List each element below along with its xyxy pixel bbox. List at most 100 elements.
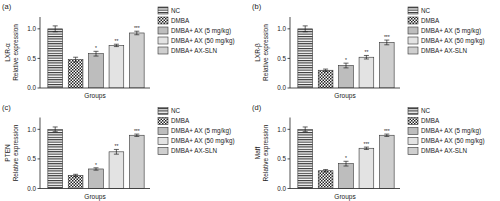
error-bar bbox=[73, 57, 78, 62]
legend-swatch bbox=[158, 128, 168, 135]
error-bar bbox=[344, 63, 349, 68]
bar bbox=[89, 54, 104, 88]
error-bar bbox=[114, 149, 119, 154]
y-tick-label: 0.5 bbox=[277, 55, 286, 62]
x-axis bbox=[40, 188, 150, 189]
bar bbox=[359, 57, 374, 88]
legend-label: NC bbox=[171, 7, 181, 14]
bar bbox=[318, 70, 333, 88]
significance: *** bbox=[134, 25, 140, 31]
panel-title: (a) bbox=[2, 2, 12, 11]
significance: * bbox=[345, 57, 347, 63]
annotations: ****** bbox=[345, 34, 390, 63]
bar bbox=[68, 60, 83, 88]
bar bbox=[109, 45, 124, 88]
bar bbox=[379, 135, 394, 188]
legend: NCDMBADMBA+ AX (5 mg/kg)DMBA+ AX (50 mg/… bbox=[408, 107, 485, 154]
x-axis bbox=[290, 188, 400, 189]
x-axis bbox=[290, 88, 400, 89]
legend-label: DMBA+ AX (50 mg/kg) bbox=[421, 137, 485, 145]
y-tick-label: 1.0 bbox=[27, 25, 36, 32]
significance: *** bbox=[363, 141, 369, 147]
significance: ** bbox=[114, 143, 118, 149]
y-tick bbox=[288, 188, 291, 189]
y-tick-label: 1.0 bbox=[277, 126, 286, 133]
legend-label: DMBA+ AX-SLN bbox=[421, 147, 467, 154]
y-tick bbox=[288, 28, 291, 29]
legend-label: DMBA bbox=[421, 17, 440, 24]
y-axis-label: Relative expression bbox=[12, 124, 20, 181]
bar bbox=[318, 171, 333, 189]
error-bar bbox=[323, 170, 328, 172]
bar bbox=[89, 169, 104, 189]
bar bbox=[109, 152, 124, 189]
x-axis-label: Groups bbox=[84, 92, 106, 100]
panel-title: (b) bbox=[252, 2, 262, 11]
legend: NCDMBADMBA+ AX (5 mg/kg)DMBA+ AX (50 mg/… bbox=[158, 7, 235, 54]
annotations: ******* bbox=[345, 128, 390, 161]
legend: NCDMBADMBA+ AX (5 mg/kg)DMBA+ AX (50 mg/… bbox=[408, 7, 485, 54]
error-bar bbox=[94, 51, 99, 56]
x-axis-label: Groups bbox=[84, 193, 106, 201]
bar bbox=[129, 135, 144, 188]
bars bbox=[298, 127, 394, 189]
annotations: ****** bbox=[95, 25, 140, 51]
legend-swatch bbox=[158, 108, 168, 115]
legend-label: DMBA bbox=[171, 17, 190, 24]
bar bbox=[129, 33, 144, 88]
error-bar bbox=[384, 40, 389, 45]
y-tick bbox=[38, 188, 41, 189]
error-bar bbox=[303, 127, 308, 132]
bar bbox=[359, 148, 374, 188]
legend-swatch bbox=[408, 47, 418, 54]
panel: (d)MaffRelative expressionGroups*******0… bbox=[252, 103, 485, 201]
legend-label: DMBA+ AX (5 mg/kg) bbox=[171, 127, 231, 135]
legend-label: DMBA+ AX-SLN bbox=[171, 147, 217, 154]
panel-title: (d) bbox=[252, 103, 262, 112]
legend-swatch bbox=[158, 37, 168, 44]
error-bar bbox=[303, 26, 308, 32]
y-tick bbox=[288, 88, 291, 89]
legend-label: NC bbox=[421, 107, 431, 114]
y-axis-label: Relative expression bbox=[262, 24, 270, 81]
significance: * bbox=[95, 45, 97, 51]
annotations: ****** bbox=[95, 128, 140, 168]
y-axis bbox=[290, 17, 291, 88]
y-tick-label: 1.0 bbox=[277, 25, 286, 32]
y-tick bbox=[38, 58, 41, 59]
bar bbox=[339, 66, 354, 88]
error-bar bbox=[364, 147, 369, 149]
legend: NCDMBADMBA+ AX (5 mg/kg)DMBA+ AX (50 mg/… bbox=[158, 107, 235, 154]
significance: ** bbox=[114, 38, 118, 44]
significance: ** bbox=[364, 49, 368, 55]
y-tick bbox=[38, 129, 41, 130]
error-bar bbox=[94, 168, 99, 170]
y-tick-label: 0.5 bbox=[27, 55, 36, 62]
legend-label: DMBA+ AX-SLN bbox=[421, 47, 467, 54]
x-axis-label: Groups bbox=[334, 193, 356, 201]
bar bbox=[48, 29, 63, 88]
panel: (b)LXR-βRelative expressionGroups******0… bbox=[252, 2, 485, 100]
x-axis-label: Groups bbox=[334, 92, 356, 100]
y-tick bbox=[38, 88, 41, 89]
legend-swatch bbox=[408, 128, 418, 135]
y-tick-label: 0.5 bbox=[277, 155, 286, 162]
y-axis-label: LXR-α bbox=[4, 43, 11, 62]
legend-swatch bbox=[408, 138, 418, 145]
significance: * bbox=[345, 155, 347, 161]
legend-label: DMBA+ AX (5 mg/kg) bbox=[421, 127, 481, 135]
error-bar bbox=[134, 134, 139, 136]
y-axis bbox=[40, 17, 41, 88]
y-tick bbox=[288, 129, 291, 130]
y-tick-label: 0.0 bbox=[277, 185, 286, 192]
error-bar bbox=[53, 26, 58, 32]
legend-swatch bbox=[408, 118, 418, 125]
legend-swatch bbox=[158, 27, 168, 34]
legend-swatch bbox=[408, 17, 418, 24]
bar bbox=[298, 29, 313, 88]
error-bar bbox=[114, 44, 119, 46]
error-bar bbox=[344, 161, 349, 166]
legend-swatch bbox=[408, 7, 418, 14]
bars bbox=[48, 127, 144, 189]
x-axis bbox=[40, 88, 150, 89]
